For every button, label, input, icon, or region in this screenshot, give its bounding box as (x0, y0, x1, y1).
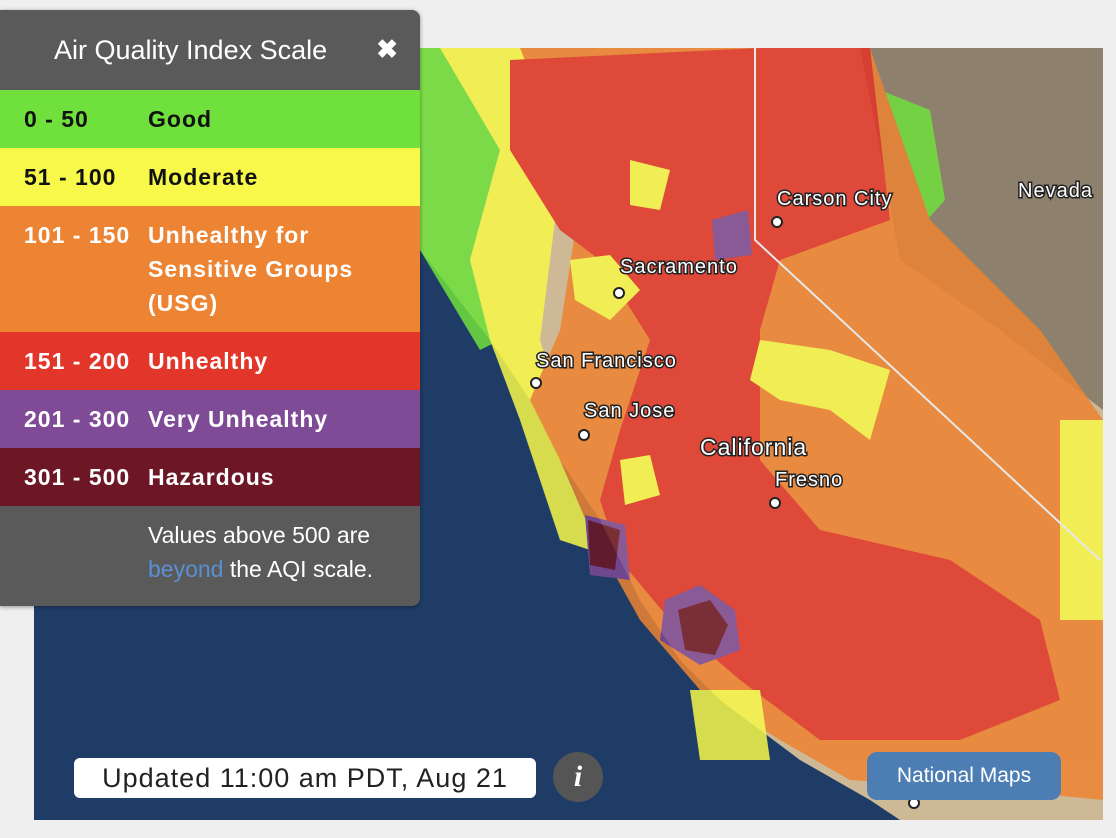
legend-header: Air Quality Index Scale ✖ (0, 10, 420, 90)
aqi-range: 301 - 500 (24, 464, 131, 490)
aqi-category: Hazardous (148, 464, 275, 490)
place-label: Carson City (777, 188, 892, 210)
legend-row: 0 - 50 Good (0, 90, 420, 148)
aqi-overlay (420, 48, 1103, 800)
aqi-range: 151 - 200 (24, 348, 131, 374)
info-button[interactable]: i (553, 752, 603, 802)
aqi-category: Unhealthy for Sensitive Groups (USG) (148, 222, 354, 316)
place-label: California (700, 434, 807, 460)
map: Carson City Nevada Sacramento San Francisco… (34, 48, 1103, 820)
legend-title: Air Quality Index Scale (54, 34, 328, 65)
aqi-category: Moderate (148, 164, 259, 190)
place-label: Sacramento (620, 256, 738, 278)
national-maps-button[interactable]: National Maps (867, 752, 1061, 800)
place-label: San Francisco (536, 350, 677, 372)
aqi-category: Unhealthy (148, 348, 269, 374)
legend-panel: Air Quality Index Scale ✖ 0 - 50 Good 51 -… (0, 10, 420, 606)
place-label: San Jose (584, 400, 675, 422)
aqi-category: Good (148, 106, 213, 132)
legend-row: 201 - 300 Very Unhealthy (0, 390, 420, 448)
aqi-range: 201 - 300 (24, 406, 131, 432)
legend-row: 301 - 500 Hazardous (0, 448, 420, 506)
updated-time: Updated 11:00 am PDT, Aug 21 (74, 758, 536, 798)
legend-rows: 0 - 50 Good 51 - 100 Moderate 101 - 150 Unhea… (0, 90, 420, 506)
place-label: Nevada (1018, 180, 1093, 202)
place-label: Fresno (775, 469, 843, 491)
legend-row: 51 - 100 Moderate (0, 148, 420, 206)
legend-row: 101 - 150 Unhealthy for Sensitive Groups … (0, 206, 420, 332)
place-labels: Carson City Nevada Sacramento San Francisco… (535, 179, 1094, 493)
aqi-range: 51 - 100 (24, 164, 117, 190)
aqi-category: Very Unhealthy (148, 406, 329, 432)
note-link[interactable]: beyond (148, 556, 224, 582)
aqi-range: 0 - 50 (24, 106, 89, 132)
legend-row: 151 - 200 Unhealthy (0, 332, 420, 390)
city-dots (530, 216, 920, 809)
note-text: the AQI scale. (229, 556, 374, 582)
close-button[interactable]: ✖ (376, 34, 398, 64)
state-border (754, 48, 1101, 561)
note-text: Values above 500 are (148, 522, 371, 548)
aqi-range: 101 - 150 (24, 222, 131, 248)
legend-note: Values above 500 are beyond the AQI scal… (0, 506, 420, 606)
